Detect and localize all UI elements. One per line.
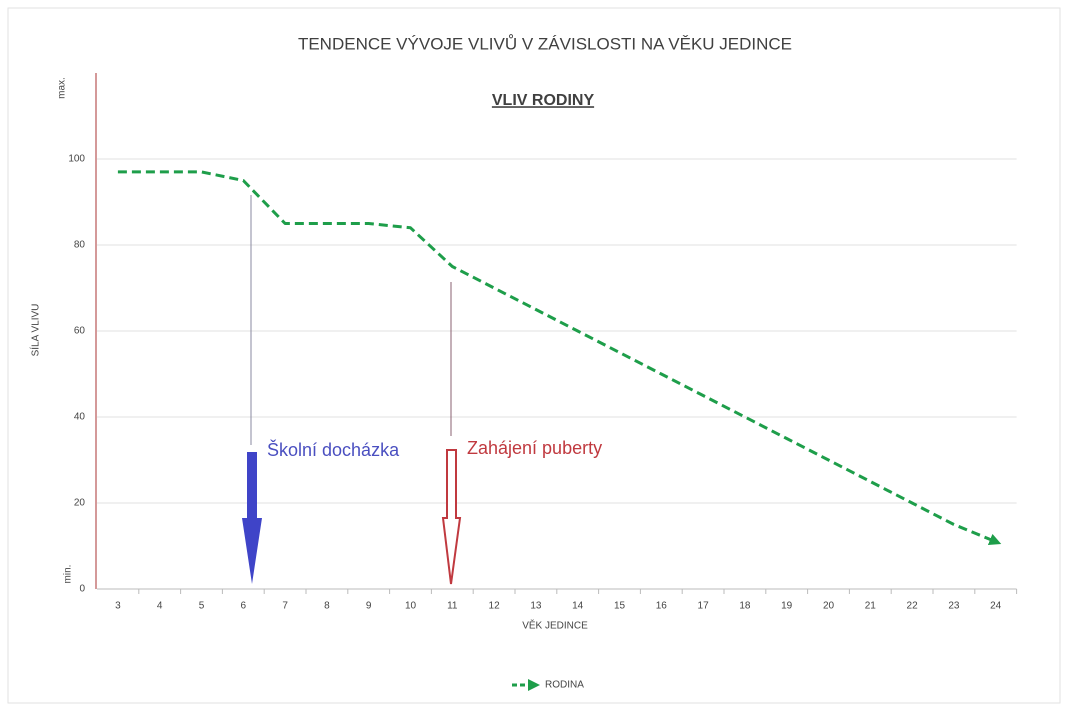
x-tick-label: 14 <box>572 601 584 612</box>
y-tick-label: 40 <box>74 412 86 423</box>
frame <box>7 7 1061 704</box>
x-tick-label: 23 <box>948 601 960 612</box>
x-tick-label: 9 <box>366 601 372 612</box>
plot-area: 0 20 40 60 80 100 3 4 5 6 7 8 9 10 11 12 13 14 15 16 17 18 19 2… <box>68 73 1018 612</box>
annotation-text: Školní docházka <box>267 439 400 460</box>
x-tick-label: 19 <box>781 601 793 612</box>
y-tick-label: 20 <box>74 498 86 509</box>
x-tick-label: 7 <box>282 601 288 612</box>
y-max-label: max. <box>57 77 68 99</box>
annotation-arrow <box>441 449 462 585</box>
x-tick-label: 10 <box>405 601 417 612</box>
x-tick-label: 17 <box>698 601 710 612</box>
y-tick-label: 100 <box>68 154 85 165</box>
y-tick-label: 60 <box>74 326 86 337</box>
x-tick-label: 16 <box>656 601 668 612</box>
chart-subtitle: VLIV RODINY <box>492 92 595 109</box>
y-axis-label: SÍLA VLIVU <box>29 304 42 357</box>
data-line <box>117 170 1002 545</box>
x-tick-label: 5 <box>199 601 205 612</box>
x-axis-label: VĚK JEDINCE <box>522 619 588 632</box>
x-tick-label: 18 <box>739 601 751 612</box>
legend-label: RODINA <box>545 680 584 691</box>
x-tick-label: 22 <box>907 601 919 612</box>
x-tick-label: 3 <box>115 601 121 612</box>
y-tick-label: 0 <box>79 584 85 595</box>
annotation-arrow <box>242 452 262 584</box>
x-tick-label: 11 <box>447 601 458 612</box>
x-tick-label: 8 <box>324 601 330 612</box>
x-tick-label: 20 <box>823 601 835 612</box>
x-tick-label: 6 <box>241 601 247 612</box>
x-tick-label: 12 <box>489 601 501 612</box>
x-tick-label: 13 <box>530 601 542 612</box>
x-tick-label: 15 <box>614 601 626 612</box>
legend: RODINA <box>512 679 584 691</box>
x-tick-label: 4 <box>157 601 163 612</box>
x-tick-label: 21 <box>865 601 877 612</box>
x-tick-label: 24 <box>990 601 1002 612</box>
y-tick-label: 80 <box>74 240 86 251</box>
annotation-text: Zahájení puberty <box>467 438 602 458</box>
y-min-label: min. <box>63 565 74 584</box>
chart-title: TENDENCE VÝVOJE VLIVŮ V ZÁVISLOSTI NA VĚ… <box>298 34 792 53</box>
